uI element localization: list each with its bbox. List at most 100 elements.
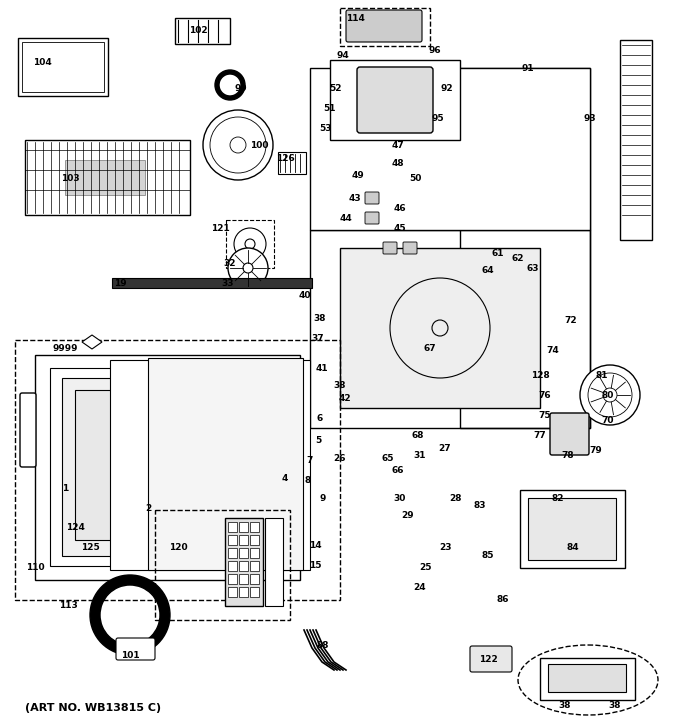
Text: 113: 113 [58,600,78,610]
Text: 95: 95 [432,114,444,123]
Text: 38: 38 [559,700,571,710]
Text: 51: 51 [324,104,336,112]
Text: 52: 52 [328,83,341,93]
FancyBboxPatch shape [365,212,379,224]
Text: 100: 100 [250,141,268,149]
Text: 93: 93 [583,114,596,123]
Bar [62,378,272,556]
Text: 42: 42 [339,394,352,402]
Text: 30: 30 [394,494,406,502]
Text: 37: 37 [311,334,324,342]
Bar [228,522,237,532]
Text: 110: 110 [26,563,44,573]
Text: 94: 94 [337,51,350,59]
Circle shape [203,110,273,180]
Bar [35,355,300,580]
Text: 53: 53 [319,123,331,133]
FancyBboxPatch shape [346,10,422,42]
Text: 31: 31 [413,450,426,460]
FancyBboxPatch shape [403,242,417,254]
Bar [250,574,259,584]
Bar [228,587,237,597]
Text: 88: 88 [317,640,329,650]
Bar [250,587,259,597]
Text: (ART NO. WB13815 C): (ART NO. WB13815 C) [25,703,161,713]
FancyBboxPatch shape [65,160,145,195]
Text: 99: 99 [235,83,248,93]
Text: 114: 114 [345,14,364,22]
Text: 78: 78 [562,450,575,460]
Bar [228,574,237,584]
Bar [112,278,312,288]
Text: 23: 23 [439,544,452,552]
Text: 120: 120 [169,544,187,552]
Text: 80: 80 [602,391,614,399]
Text: 40: 40 [299,291,311,299]
Bar [239,561,248,571]
Text: 68: 68 [412,431,424,439]
Text: 33: 33 [222,278,234,288]
Bar [228,535,237,545]
Text: 92: 92 [441,83,454,93]
Text: 61: 61 [492,249,505,257]
Text: 48: 48 [392,159,405,167]
Bar [148,358,303,570]
Bar [620,40,652,240]
Text: 5: 5 [315,436,321,444]
Text: 8: 8 [305,476,311,484]
Bar [250,522,259,532]
Bar [225,518,263,606]
Text: 38: 38 [334,381,346,389]
Text: 101: 101 [120,650,139,660]
Text: 49: 49 [352,170,364,180]
Text: 124: 124 [65,523,84,532]
Bar [250,535,259,545]
Text: 26: 26 [334,454,346,463]
Text: 4: 4 [282,473,288,483]
Text: 70: 70 [602,415,614,425]
Text: 19: 19 [114,278,126,288]
Text: 77: 77 [534,431,546,439]
Text: 103: 103 [61,173,80,183]
Bar [239,535,248,545]
FancyBboxPatch shape [278,152,306,174]
FancyBboxPatch shape [470,646,512,672]
Text: 79: 79 [590,445,602,455]
Text: 75: 75 [539,410,551,420]
Text: 25: 25 [419,563,431,573]
Bar [239,522,248,532]
Text: 9999: 9999 [52,344,78,352]
Text: 66: 66 [392,465,404,474]
Bar [340,248,540,408]
Text: 41: 41 [316,363,328,373]
Text: 62: 62 [512,254,524,262]
Text: 102: 102 [188,25,207,35]
Text: 83: 83 [474,500,486,510]
Text: 1: 1 [62,484,68,492]
Bar [250,561,259,571]
Text: 64: 64 [481,265,494,275]
Text: 15: 15 [309,560,321,570]
Text: 28: 28 [449,494,461,502]
Bar [50,368,285,566]
Bar [18,38,108,96]
Text: 7: 7 [307,455,313,465]
FancyBboxPatch shape [540,658,635,700]
Text: 6: 6 [317,413,323,423]
FancyBboxPatch shape [520,490,625,568]
Text: 47: 47 [392,141,405,149]
Text: 86: 86 [497,595,509,605]
Text: 2: 2 [145,503,151,513]
Bar [75,390,250,540]
Bar [239,587,248,597]
Bar [110,360,310,570]
Circle shape [228,248,268,288]
FancyBboxPatch shape [550,413,589,455]
Bar [228,548,237,558]
FancyBboxPatch shape [175,18,230,44]
Text: 96: 96 [428,46,441,54]
Text: 27: 27 [439,444,452,452]
Text: 45: 45 [394,223,407,233]
Polygon shape [310,68,590,230]
Text: 84: 84 [566,544,579,552]
